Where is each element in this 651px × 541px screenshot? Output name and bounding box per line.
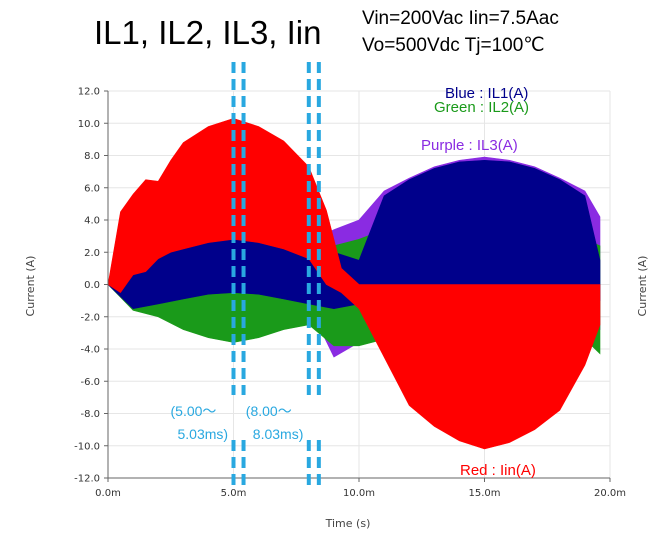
y-tick-label: -2.0 (80, 312, 100, 323)
chart-condition-line-1: Vin=200Vac Iin=7.5Aac (362, 8, 559, 29)
x-tick-label: 5.0m (221, 488, 247, 499)
annotation-label: (8.00～ (246, 403, 292, 419)
legend-entry: Purple : IL3(A) (421, 137, 518, 154)
x-tick-label: 10.0m (343, 488, 375, 499)
y-tick-label: 2.0 (84, 248, 100, 259)
y-tick-label: -10.0 (74, 441, 100, 452)
y-tick-label: -12.0 (74, 474, 100, 485)
annotation-label: 5.03ms) (178, 426, 229, 442)
legend-entry: Green : IL2(A) (434, 99, 529, 116)
chart-condition-line-2: Vo=500Vdc Tj=100℃ (362, 35, 545, 56)
y-axis-label: Current (A) (24, 256, 37, 317)
y-tick-label: -6.0 (80, 377, 100, 388)
y-tick-label: 12.0 (78, 87, 100, 98)
x-axis-label: Time (s) (325, 517, 371, 530)
x-tick-label: 20.0m (594, 488, 626, 499)
y-tick-label: 6.0 (84, 183, 100, 194)
y-tick-label: 4.0 (84, 216, 100, 227)
y-tick-label: -8.0 (80, 409, 100, 420)
legend: Purple : IL3(A) Green : IL2(A)Blue : IL1(… (421, 85, 536, 479)
annotation-label: (5.00～ (171, 403, 217, 419)
y-tick-label: 0.0 (84, 280, 100, 291)
y-axis-label-cutoff: Current (A) (636, 256, 649, 317)
y-tick-label: 8.0 (84, 151, 100, 162)
y-tick-label: 10.0 (78, 119, 100, 130)
annotations: (5.00～ 5.03ms) (8.00～ 8.03ms) (171, 62, 321, 487)
series-3-band (107, 118, 601, 450)
chart-title: IL1, IL2, IL3, Iin (94, 14, 322, 51)
x-tick-label: 0.0m (95, 488, 121, 499)
plot-area (107, 118, 601, 450)
x-tick-label: 15.0m (468, 488, 500, 499)
annotation-label: 8.03ms) (253, 426, 304, 442)
legend-entry: Blue : IL1(A) (445, 85, 528, 102)
axes: 12.0 10.0 8.0 6.0 4.0 2.0 0.0 -2.0 -4.0 -6.0 -8.0 -… (74, 87, 626, 500)
y-tick-label: -4.0 (80, 345, 100, 356)
legend-entry: Red : Iin(A) (460, 462, 536, 479)
